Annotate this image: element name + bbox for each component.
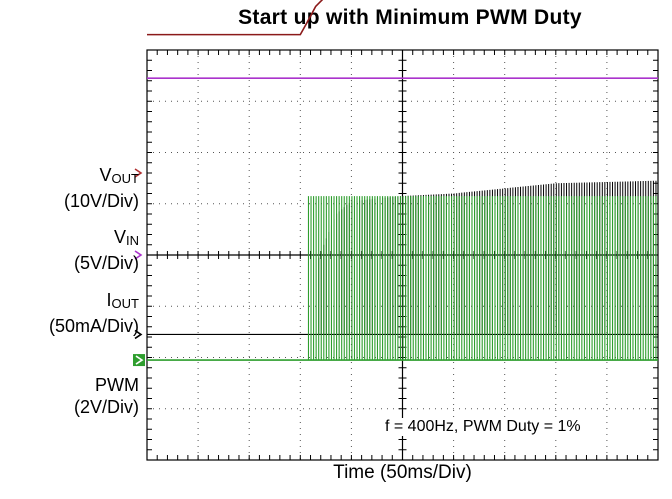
pwm-marker	[135, 355, 144, 365]
iout-label: IOUT (50mA/Div)	[48, 290, 139, 336]
vout-trace	[147, 0, 324, 36]
pwm-marker-box	[133, 354, 145, 367]
vin-marker	[134, 250, 143, 260]
pwm-label: PWM (2V/Div)	[73, 375, 139, 417]
iout-marker	[134, 329, 143, 340]
vout-label: VOUT (10V/Div)	[63, 165, 139, 211]
chart-title: Start up with Minimum PWM Duty	[238, 6, 582, 29]
vin-label: VIN (5V/Div)	[73, 227, 139, 273]
x-axis-label: Time (50ms/Div)	[333, 462, 472, 483]
channel-markers	[133, 168, 145, 367]
scope-traces	[147, 0, 658, 361]
vout-marker	[134, 168, 143, 178]
frequency-duty-annotation: f = 400Hz, PWM Duty = 1%	[383, 418, 583, 436]
